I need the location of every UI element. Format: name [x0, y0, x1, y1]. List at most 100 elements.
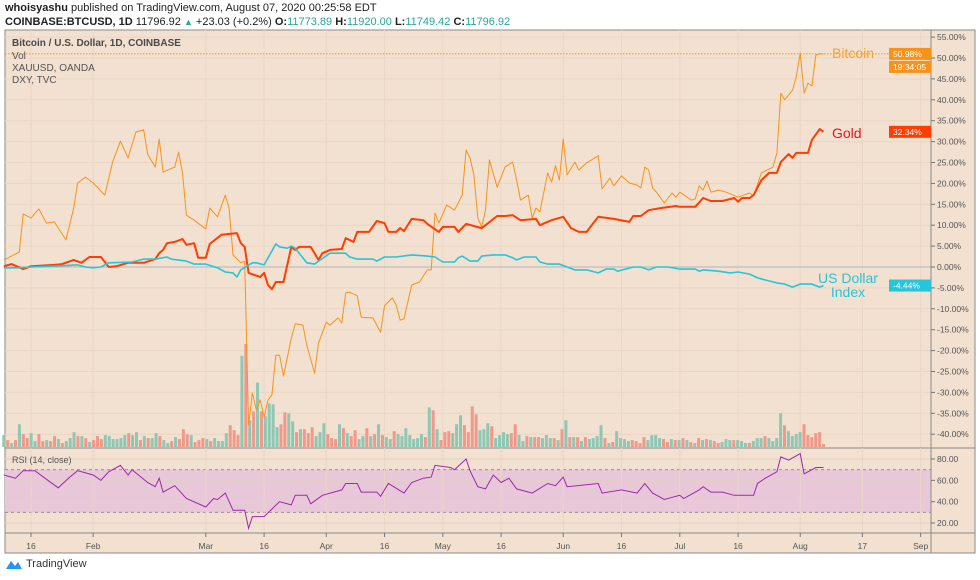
volume-bar-up [361, 436, 365, 447]
volume-bar-down [513, 424, 517, 447]
volume-bar-down [712, 441, 716, 447]
x-tick-label: May [435, 541, 452, 551]
volume-bar-up [599, 425, 603, 447]
y-tick-label: 25.00% [937, 158, 966, 168]
volume-bar-up [275, 427, 279, 447]
volume-bar-up [743, 443, 747, 447]
volume-bar-down [716, 443, 720, 447]
volume-bar-down [99, 439, 103, 447]
volume-bar-down [642, 437, 646, 447]
volume-bar-up [494, 438, 498, 447]
volume-bar-down [306, 433, 310, 447]
volume-bar-down [568, 437, 572, 447]
volume-bar-up [166, 443, 170, 447]
volume-bar-down [583, 437, 587, 447]
open-label: O: [274, 16, 288, 28]
volume-bar-down [95, 436, 99, 447]
author-name[interactable]: whoisyashu [5, 2, 68, 14]
volume-bar-up [111, 439, 115, 447]
volume-bar-up [794, 434, 798, 447]
volume-bar-down [310, 427, 314, 447]
volume-bar-up [759, 438, 763, 447]
volume-bar-up [658, 438, 662, 447]
dxy-series-label-line2: Index [831, 284, 865, 300]
volume-bar-down [41, 441, 45, 447]
volume-bar-down [732, 440, 736, 447]
volume-bar-down [92, 440, 96, 447]
volume-bar-down [466, 432, 470, 447]
volume-bar-down [53, 436, 57, 447]
price-axis[interactable]: 55.00% 50.00% 45.00% 40.00% 35.00% 30.00% 25.0… [931, 32, 969, 439]
volume-bar-up [685, 440, 689, 447]
volume-bar-up [451, 433, 455, 447]
volume-bar-up [498, 435, 502, 447]
volume-bar-up [213, 438, 217, 447]
x-tick-label: 16 [733, 541, 743, 551]
volume-bar-down [302, 429, 306, 447]
volume-bar-up [174, 437, 178, 447]
volume-bar-down [279, 424, 283, 447]
volume-bar-up [189, 435, 193, 447]
time-axis[interactable]: 16 Feb Mar 16 Apr 16 May 16 Jun 16 Jul 16 Aug 17 Sep [26, 533, 928, 551]
volume-bar-down [552, 438, 556, 447]
volume-bar-up [677, 440, 681, 447]
close-value: 11796.92 [465, 16, 511, 28]
rsi-axis[interactable]: 80.00 60.00 40.00 20.00 [931, 454, 959, 528]
volume-bar-down [138, 440, 142, 447]
volume-bar-up [56, 439, 60, 447]
volume-bar-down [295, 432, 299, 447]
legend-gold[interactable]: XAUUSD, OANDA [12, 63, 95, 74]
volume-bar-up [564, 420, 568, 447]
volume-bar-up [459, 415, 463, 447]
y-tick-label: 20.00% [937, 178, 966, 188]
volume-bar-up [377, 424, 381, 447]
volume-bar-down [665, 442, 669, 447]
volume-bar-up [142, 436, 146, 447]
volume-bar-up [650, 435, 654, 447]
high-value: 11920.00 [346, 16, 392, 28]
volume-bar-up [693, 443, 697, 447]
chart-background [4, 29, 976, 554]
volume-bar-down [349, 436, 353, 447]
volume-bar-down [509, 433, 513, 447]
volume-bar-down [611, 442, 615, 447]
volume-bar-up [755, 438, 759, 447]
rsi-legend[interactable]: RSI (14, close) [12, 455, 72, 465]
volume-bar-up [427, 407, 431, 447]
volume-bar-up [654, 435, 658, 447]
dxy-badge-text: -4.44% [893, 281, 920, 291]
volume-bar-up [736, 440, 740, 447]
brand-name: TradingView [26, 558, 87, 570]
symbol-name: COINBASE:BTCUSD, 1D [5, 16, 133, 28]
countdown-badge-text: 19:34:05 [893, 62, 926, 72]
volume-bar-up [322, 423, 326, 447]
volume-bar-up [107, 436, 111, 447]
y-tick-label: 10.00% [937, 220, 966, 230]
volume-bar-up [724, 439, 728, 447]
volume-bar-down [373, 434, 377, 447]
volume-bar-down [232, 430, 236, 447]
volume-bar-up [544, 435, 548, 447]
gold-line [3, 128, 825, 291]
volume-bar-down [661, 439, 665, 447]
x-tick-label: Apr [320, 541, 333, 551]
volume-bar-up [595, 436, 599, 447]
y-tick-label: 50.00% [937, 53, 966, 63]
volume-bar-up [790, 436, 794, 447]
legend-dxy[interactable]: DXY, TVC [12, 75, 57, 86]
volume-bar-up [123, 435, 127, 447]
tradingview-logo[interactable]: TradingView [5, 558, 87, 570]
volume-bar-up [556, 440, 560, 447]
volume-bar-up [150, 438, 154, 447]
volume-bar-down [822, 444, 826, 447]
volume-bar-down [244, 344, 248, 447]
volume-bar-up [45, 440, 49, 447]
volume-bar-up [115, 439, 119, 447]
legend-main[interactable]: Bitcoin / U.S. Dollar, 1D, COINBASE [12, 38, 181, 49]
volume-bar-down [689, 442, 693, 447]
rsi-tick-label: 20.00 [937, 518, 959, 528]
gold-badge-text: 32.34% [893, 127, 922, 137]
volume-bar-up [135, 432, 139, 447]
legend-volume[interactable]: Vol [12, 51, 26, 62]
